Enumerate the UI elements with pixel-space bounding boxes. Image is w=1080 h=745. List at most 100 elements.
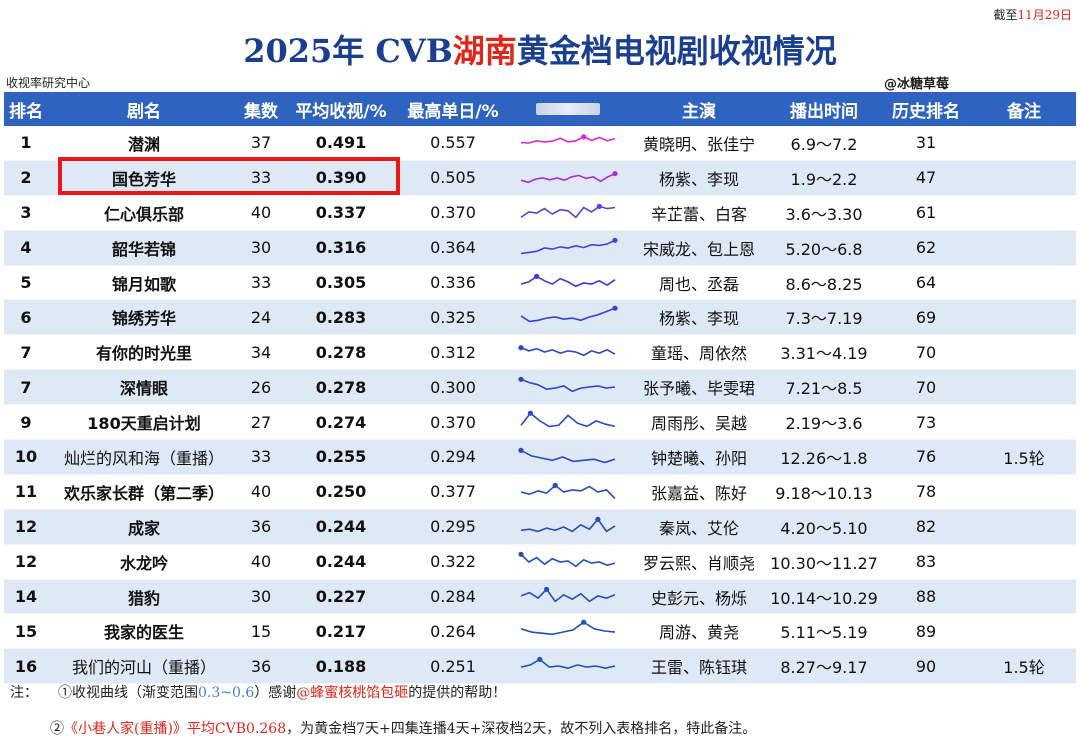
table-row: 11 欢乐家长群（第二季） 40 0.250 0.377 张嘉益、陈好 9.18～10.13… — [4, 474, 1076, 510]
rating-sparkline — [518, 551, 616, 568]
cast-cell: 黄晓明、张佳宁 — [630, 126, 768, 161]
avg-rating-cell: 0.305 — [282, 265, 400, 301]
table-row: 1 潜渊 37 0.491 0.557 黄晓明、张佳宁 6.9～7.2 31 — [4, 126, 1076, 161]
history-rank-cell: 82 — [880, 509, 972, 545]
period-cell: 8.6～8.25 — [768, 265, 880, 301]
max-rating-cell: 0.325 — [400, 299, 506, 336]
table-row: 14 猎豹 30 0.227 0.284 史彭元、杨烁 10.14～10.29 88 — [4, 579, 1076, 615]
avg-rating-cell: 0.217 — [282, 613, 400, 650]
max-rating-cell: 0.300 — [400, 369, 506, 406]
sparkline-path — [520, 658, 616, 670]
sparkline-peak-point — [537, 657, 543, 663]
avg-rating-cell: 0.283 — [282, 299, 400, 336]
avg-rating-cell: 0.316 — [282, 230, 400, 266]
cast-cell: 周游、黄尧 — [630, 613, 768, 650]
title-cell: 深情眼 — [48, 369, 240, 406]
title-cell: 欢乐家长群（第二季） — [48, 474, 240, 510]
rating-sparkline — [520, 134, 616, 144]
sparkline-peak-point — [552, 482, 558, 488]
cast-cell: 周也、丞磊 — [630, 265, 768, 301]
episodes-cell: 27 — [240, 404, 282, 441]
history-rank-cell: 61 — [880, 195, 972, 231]
period-cell: 3.31～4.19 — [768, 334, 880, 371]
period-cell: 6.9～7.2 — [768, 126, 880, 161]
period-cell: 12.26～1.8 — [768, 439, 880, 475]
max-rating-cell: 0.294 — [400, 439, 506, 475]
episodes-cell: 30 — [240, 579, 282, 615]
history-rank-cell: 70 — [880, 334, 972, 371]
curve-cell — [506, 613, 630, 650]
max-rating-cell: 0.370 — [400, 404, 506, 441]
page-title: 2025年 CVB湖南黄金档电视剧收视情况 — [243, 32, 837, 70]
title-cell: 灿烂的风和海（重播） — [48, 439, 240, 475]
history-rank-cell: 90 — [880, 648, 972, 685]
sparkline-path — [520, 239, 616, 254]
sparkline-path — [520, 307, 616, 323]
max-rating-cell: 0.284 — [400, 579, 506, 615]
episodes-cell: 33 — [240, 439, 282, 475]
title-cell: 有你的时光里 — [48, 334, 240, 371]
col-curve — [506, 92, 630, 126]
avg-rating-cell: 0.274 — [282, 404, 400, 441]
note-cell — [972, 474, 1076, 510]
title-cell: 我家的医生 — [48, 613, 240, 650]
title-cell: 国色芳华 — [48, 160, 240, 196]
note-cell — [972, 404, 1076, 441]
history-rank-cell: 62 — [880, 230, 972, 266]
period-cell: 4.20～5.10 — [768, 509, 880, 545]
history-rank-cell: 64 — [880, 265, 972, 301]
col-avg-rating: 平均收视/% — [282, 92, 400, 126]
history-rank-cell: 70 — [880, 369, 972, 406]
cast-cell: 杨紫、李现 — [630, 299, 768, 336]
avg-rating-cell: 0.337 — [282, 195, 400, 231]
sparkline-path — [520, 378, 616, 393]
title-cell: 我们的河山（重播） — [48, 648, 240, 685]
cast-cell: 辛芷蕾、白客 — [630, 195, 768, 231]
cast-cell: 王雷、陈钰琪 — [630, 648, 768, 685]
col-episodes: 集数 — [240, 92, 282, 126]
note-cell — [972, 299, 1076, 336]
table-row: 12 水龙吟 40 0.244 0.322 罗云熙、肖顺尧 10.30～11.27 83 — [4, 544, 1076, 580]
avg-rating-cell: 0.278 — [282, 369, 400, 406]
curve-cell — [506, 265, 630, 301]
rating-sparkline — [520, 586, 616, 603]
rank-cell: 9 — [4, 404, 48, 441]
cast-cell: 杨紫、李现 — [630, 160, 768, 196]
title-cell: 潜渊 — [48, 126, 240, 161]
avg-rating-cell: 0.390 — [282, 160, 400, 196]
curve-cell — [506, 230, 630, 266]
period-cell: 7.21～8.5 — [768, 369, 880, 406]
title-cell: 韶华若锦 — [48, 230, 240, 266]
curve-cell — [506, 195, 630, 231]
table-row: 15 我家的医生 15 0.217 0.264 周游、黄尧 5.11～5.19 89 — [4, 613, 1076, 650]
author-handle: @冰糖草莓 — [884, 77, 950, 92]
period-cell: 10.30～11.27 — [768, 544, 880, 580]
max-rating-cell: 0.505 — [400, 160, 506, 196]
rating-sparkline — [520, 516, 616, 533]
note-cell: 1.5轮 — [972, 648, 1076, 685]
sparkline-peak-point — [518, 447, 524, 453]
cutoff-date: 截至11月29日 — [993, 8, 1072, 22]
curve-cell — [506, 126, 630, 161]
curve-cell — [506, 299, 630, 336]
curve-cell — [506, 439, 630, 475]
sparkline-peak-point — [518, 345, 524, 351]
note-cell — [972, 195, 1076, 231]
cast-cell: 秦岚、艾伦 — [630, 509, 768, 545]
table-row: 4 韶华若锦 30 0.316 0.364 宋威龙、包上恩 5.20～6.8 62 — [4, 230, 1076, 266]
rating-sparkline — [520, 620, 616, 636]
rank-cell: 5 — [4, 265, 48, 301]
table-row: 9 180天重启计划 27 0.274 0.370 周雨彤、吴越 2.19～3.6 73 — [4, 404, 1076, 441]
sparkline-peak-point — [595, 516, 601, 522]
highlight-box — [58, 157, 400, 195]
sparkline-peak-point — [527, 410, 533, 416]
max-rating-cell: 0.370 — [400, 195, 506, 231]
rating-sparkline — [520, 237, 618, 254]
rank-cell: 10 — [4, 439, 48, 475]
table-row: 2 国色芳华 33 0.390 0.505 杨紫、李现 1.9～2.2 47 — [4, 160, 1076, 196]
cast-cell: 钟楚曦、孙阳 — [630, 439, 768, 475]
table-row: 12 成家 36 0.244 0.295 秦岚、艾伦 4.20～5.10 82 — [4, 509, 1076, 545]
history-rank-cell: 47 — [880, 160, 972, 196]
max-rating-cell: 0.336 — [400, 265, 506, 301]
sparkline-path — [520, 412, 616, 428]
